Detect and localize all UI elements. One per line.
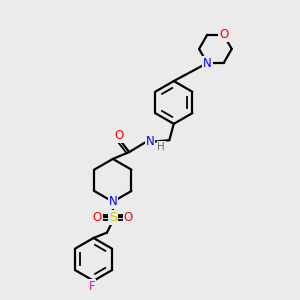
Text: O: O — [114, 129, 123, 142]
Text: O: O — [93, 211, 102, 224]
Text: S: S — [109, 211, 117, 224]
Text: N: N — [203, 57, 212, 70]
Text: F: F — [89, 280, 95, 293]
Text: O: O — [219, 28, 228, 41]
Text: N: N — [109, 195, 117, 208]
Text: N: N — [146, 135, 154, 148]
Text: O: O — [124, 211, 133, 224]
Text: H: H — [158, 142, 165, 152]
